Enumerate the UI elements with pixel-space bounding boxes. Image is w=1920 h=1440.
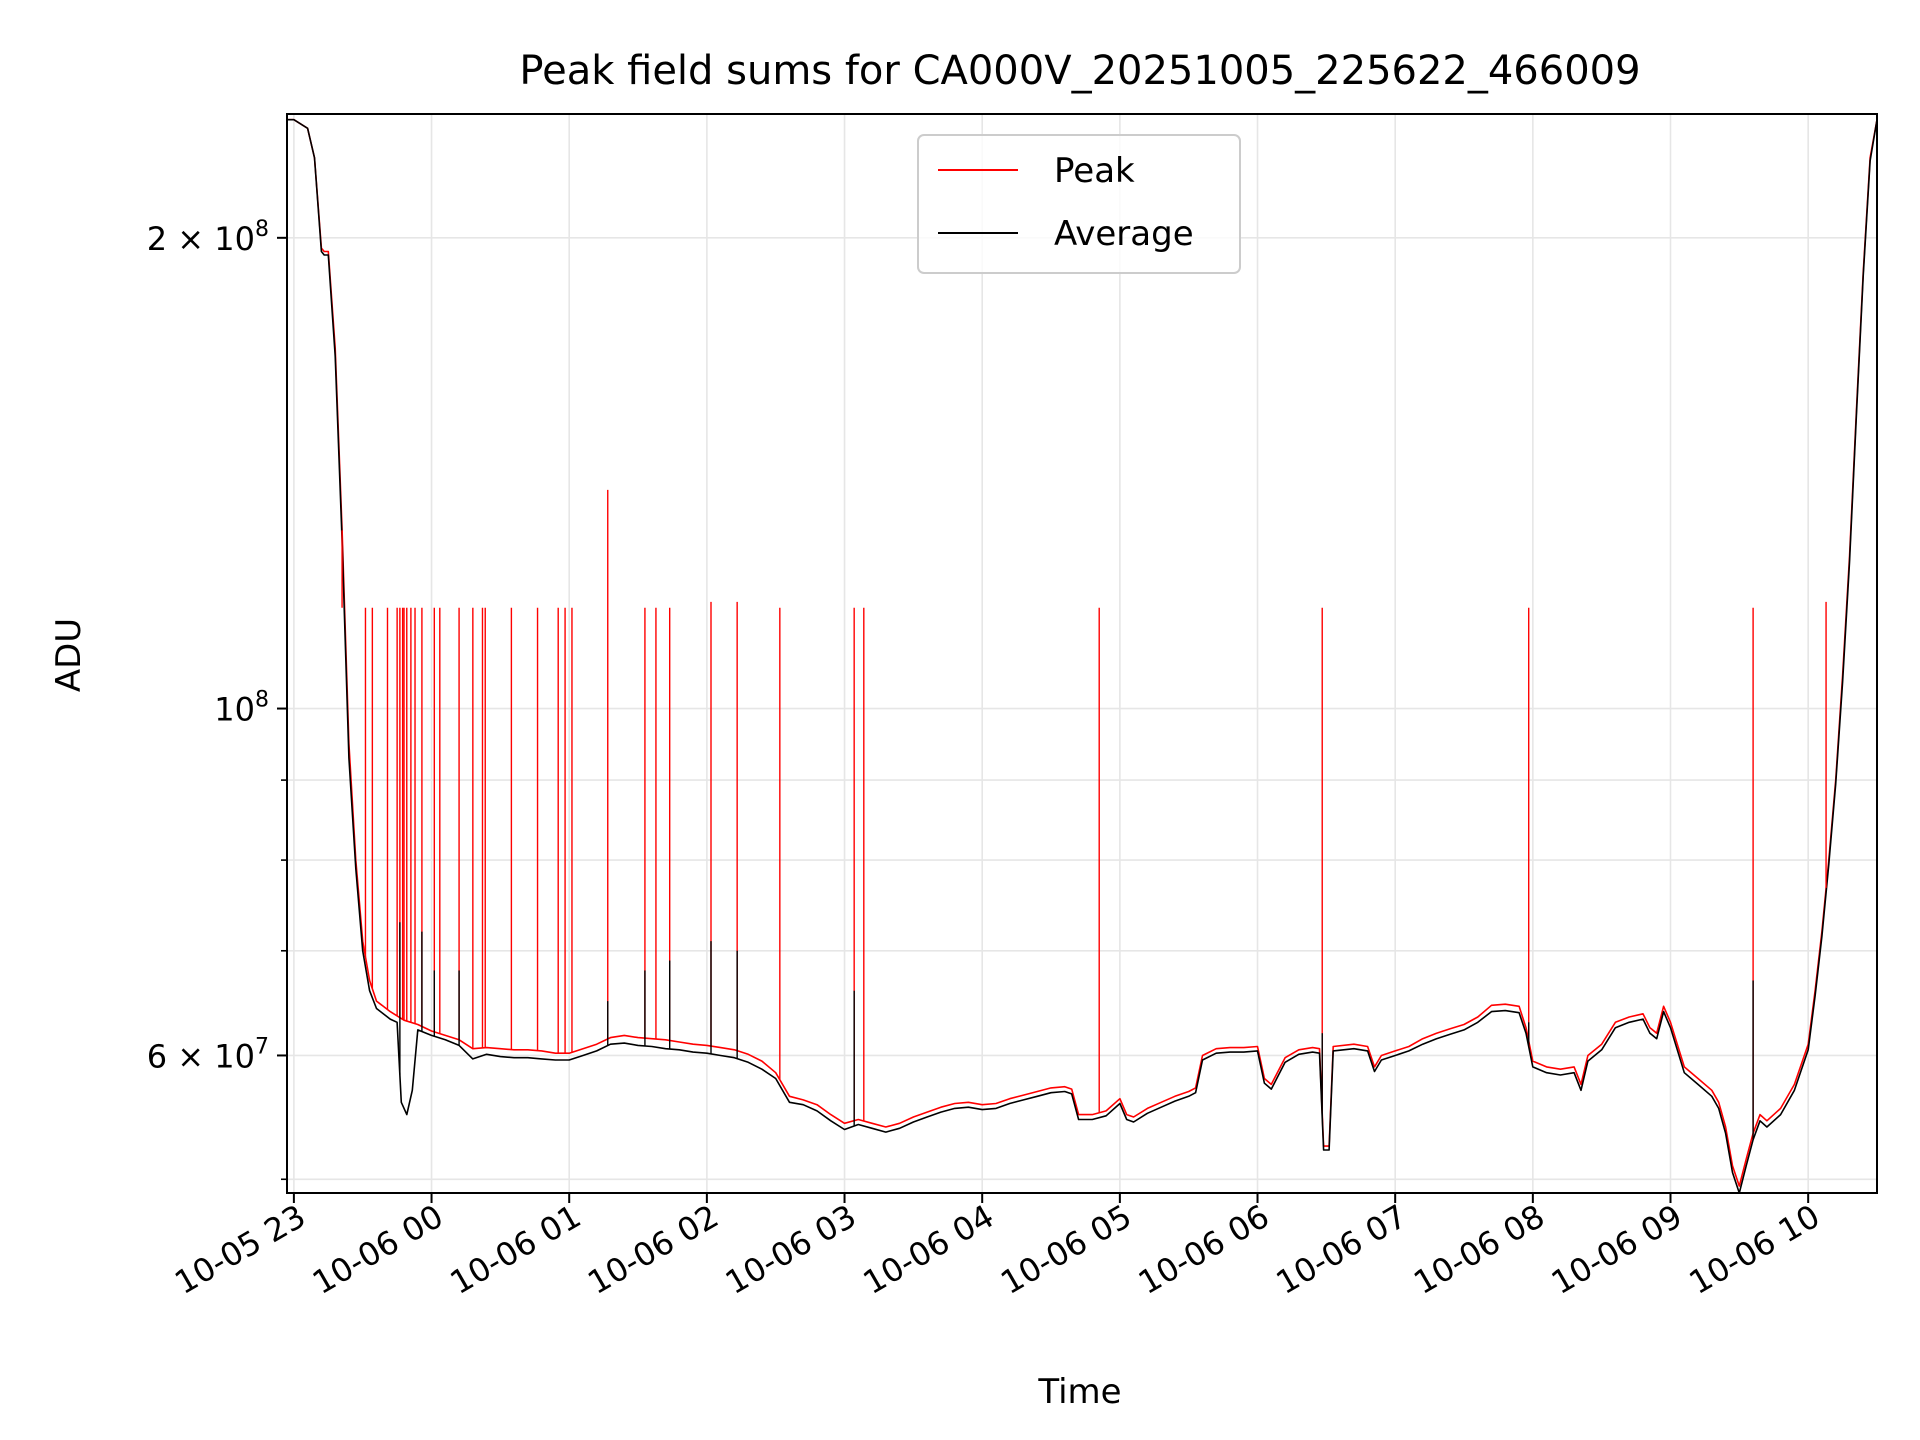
x-axis-label: Time	[1037, 1372, 1121, 1412]
y-axis-label: ADU	[49, 618, 89, 692]
legend: Peak Average	[917, 134, 1241, 274]
series-layer	[287, 118, 1877, 1193]
series-line-average	[287, 118, 1877, 1193]
y-tick-label: 108	[214, 688, 269, 729]
y-tick-label: 2 × 108	[147, 217, 269, 258]
legend-label-peak: Peak	[1054, 151, 1135, 191]
plot-frame	[286, 113, 1878, 1194]
legend-label-average: Average	[1054, 214, 1194, 254]
y-axis: 6 × 107 108 2 × 108	[147, 217, 287, 1181]
chart-title: Peak field sums for CA000V_20251005_2256…	[519, 48, 1640, 94]
series-line-peak	[287, 118, 1877, 1187]
y-tick-label: 6 × 107	[147, 1034, 269, 1075]
